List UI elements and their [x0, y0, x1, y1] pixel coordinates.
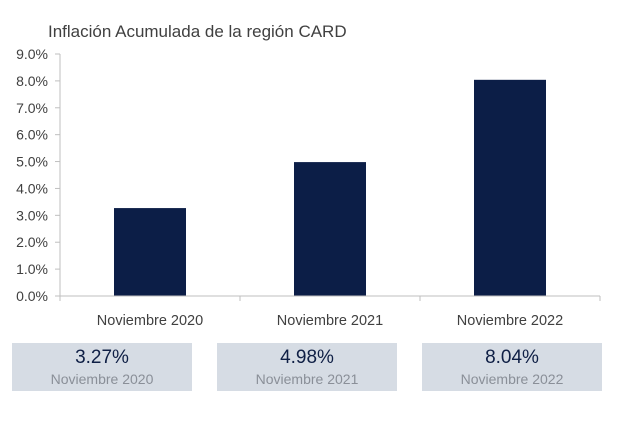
summary-card-2020: 3.27% Noviembre 2020	[12, 343, 192, 391]
summary-card-value: 8.04%	[485, 347, 539, 368]
x-tick-label: Noviembre 2020	[97, 313, 203, 329]
y-tick-label: 2.0%	[16, 234, 48, 250]
y-axis: 0.0% 1.0% 2.0% 3.0% 4.0% 5.0% 6.0% 7.0% 8.0% 9.0%	[16, 46, 61, 304]
summary-card-2021: 4.98% Noviembre 2021	[217, 343, 397, 391]
summary-card-2022: 8.04% Noviembre 2022	[422, 343, 602, 391]
summary-card-value: 4.98%	[280, 347, 334, 368]
x-axis: Noviembre 2020 Noviembre 2021 Noviembre 20…	[59, 295, 601, 329]
x-tick-label: Noviembre 2022	[457, 313, 563, 329]
y-tick-label: 3.0%	[16, 207, 48, 223]
summary-cards: 3.27% Noviembre 2020 4.98% Noviembre 202…	[12, 343, 605, 391]
summary-card-label: Noviembre 2021	[255, 371, 359, 387]
y-tick-label: 6.0%	[16, 127, 48, 143]
x-tick-label: Noviembre 2021	[277, 313, 383, 329]
y-tick-label: 9.0%	[16, 46, 48, 62]
bar	[474, 79, 546, 297]
summary-card-label: Noviembre 2022	[460, 371, 564, 387]
bar	[114, 208, 186, 296]
summary-card-label: Noviembre 2020	[50, 371, 154, 387]
bar-chart: Inflación Acumulada de la región CARD 0.…	[16, 22, 601, 329]
y-tick-label: 5.0%	[16, 154, 48, 170]
bar	[294, 162, 366, 296]
chart-title: Inflación Acumulada de la región CARD	[48, 22, 347, 41]
y-tick-label: 8.0%	[16, 73, 48, 89]
bars	[114, 79, 546, 297]
y-tick-label: 0.0%	[16, 288, 48, 304]
y-tick-label: 7.0%	[16, 100, 48, 116]
summary-card-value: 3.27%	[75, 347, 129, 368]
y-tick-label: 4.0%	[16, 180, 48, 196]
y-tick-label: 1.0%	[16, 261, 48, 277]
